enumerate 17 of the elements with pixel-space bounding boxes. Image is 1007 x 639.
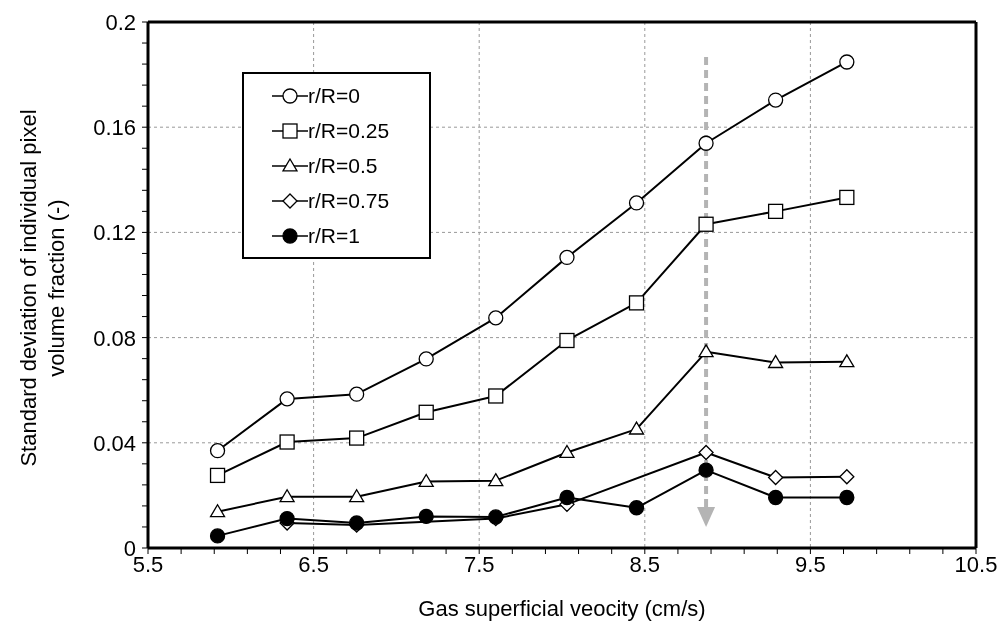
- x-tick-label: 9.5: [795, 551, 826, 577]
- y-tick-label: 0.04: [93, 430, 136, 456]
- y-tick-label: 0.2: [105, 10, 136, 35]
- y-axis-title: Standard deviation of individual pixel volume fraction (-): [15, 109, 70, 467]
- x-tick-label: 6.5: [298, 551, 329, 577]
- legend-label: r/R=0.25: [308, 118, 390, 143]
- x-tick-label: 7.5: [463, 551, 495, 577]
- y-tick-label: 0.16: [93, 115, 136, 141]
- legend-label: r/R=0.75: [308, 188, 390, 213]
- y-tick-label: 0.12: [93, 220, 136, 246]
- y-tick-label: 0.08: [93, 325, 136, 351]
- x-axis-title: Gas superficial veocity (cm/s): [418, 596, 706, 621]
- legend-label: r/R=1: [308, 223, 360, 248]
- legend-label: r/R=0: [308, 83, 360, 108]
- legend-label: r/R=0.5: [308, 153, 378, 178]
- x-tick-label: 10.5: [954, 551, 998, 577]
- x-tick-label: 8.5: [629, 551, 661, 577]
